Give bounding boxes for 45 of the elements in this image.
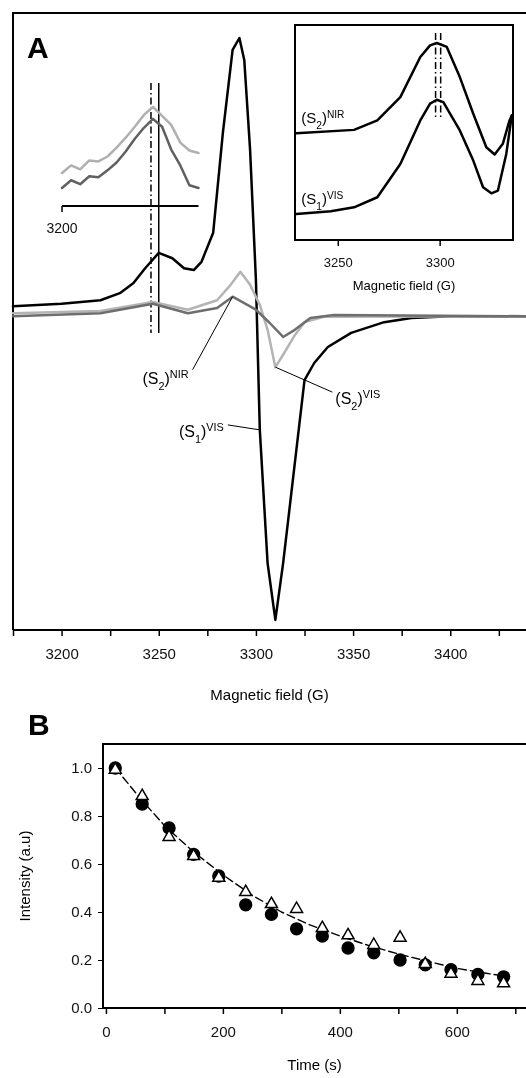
point	[264, 907, 279, 922]
point	[367, 937, 381, 950]
y-tick-label: 0.6	[71, 855, 92, 873]
x-tick-label: 3250	[142, 644, 176, 662]
x-tick-label: 400	[327, 1022, 353, 1040]
point	[444, 966, 458, 978]
x-tick-label: 3200	[45, 644, 79, 662]
x-tick-label: 0	[102, 1022, 111, 1040]
annotation: 3200	[46, 220, 78, 236]
y-tick-label: 0.2	[71, 951, 92, 969]
point	[289, 901, 304, 914]
point	[341, 941, 355, 955]
chart-title: B	[28, 708, 50, 741]
point	[135, 788, 149, 801]
point	[289, 922, 304, 936]
y-axis-title: Intensity (a.u)	[16, 830, 33, 922]
x-axis-title: Time (s)	[287, 1056, 342, 1073]
x-tick-label: 3350	[336, 644, 371, 662]
x-tick-label: 200	[210, 1022, 236, 1040]
series-label: (S$_{1}$)$^{VIS}$	[301, 189, 344, 212]
series-label: (S$_{2}$)$^{NIR}$	[301, 108, 345, 131]
chart-title: A	[27, 31, 49, 64]
x-tick-label: 3300	[239, 644, 274, 662]
y-tick-label: 0.0	[71, 999, 92, 1017]
y-tick-label: 0.4	[71, 903, 92, 921]
legend-label: (S$_{1}$)$^{VIS}$	[178, 420, 224, 445]
point	[393, 930, 407, 942]
y-tick-label: 0.8	[71, 807, 92, 825]
point	[471, 973, 485, 986]
point	[341, 927, 355, 940]
x-axis-title: Magnetic field (G)	[210, 686, 329, 703]
x-axis-title: Magnetic field (G)	[352, 278, 456, 293]
x-tick-label: 3300	[425, 255, 455, 271]
point	[264, 896, 279, 909]
point	[162, 829, 176, 842]
point	[393, 953, 407, 967]
x-tick-label: 3250	[323, 255, 353, 271]
point	[238, 884, 253, 897]
x-tick-label: 3400	[434, 644, 468, 662]
point	[315, 920, 330, 933]
point	[239, 898, 253, 912]
text: (S$_{2}$)$^{NIR}$	[142, 367, 189, 392]
x-tick-label: 600	[444, 1022, 470, 1040]
text: (S$_{2}$)$^{VIS}$	[335, 388, 381, 413]
y-tick-label: 1.0	[71, 759, 92, 777]
